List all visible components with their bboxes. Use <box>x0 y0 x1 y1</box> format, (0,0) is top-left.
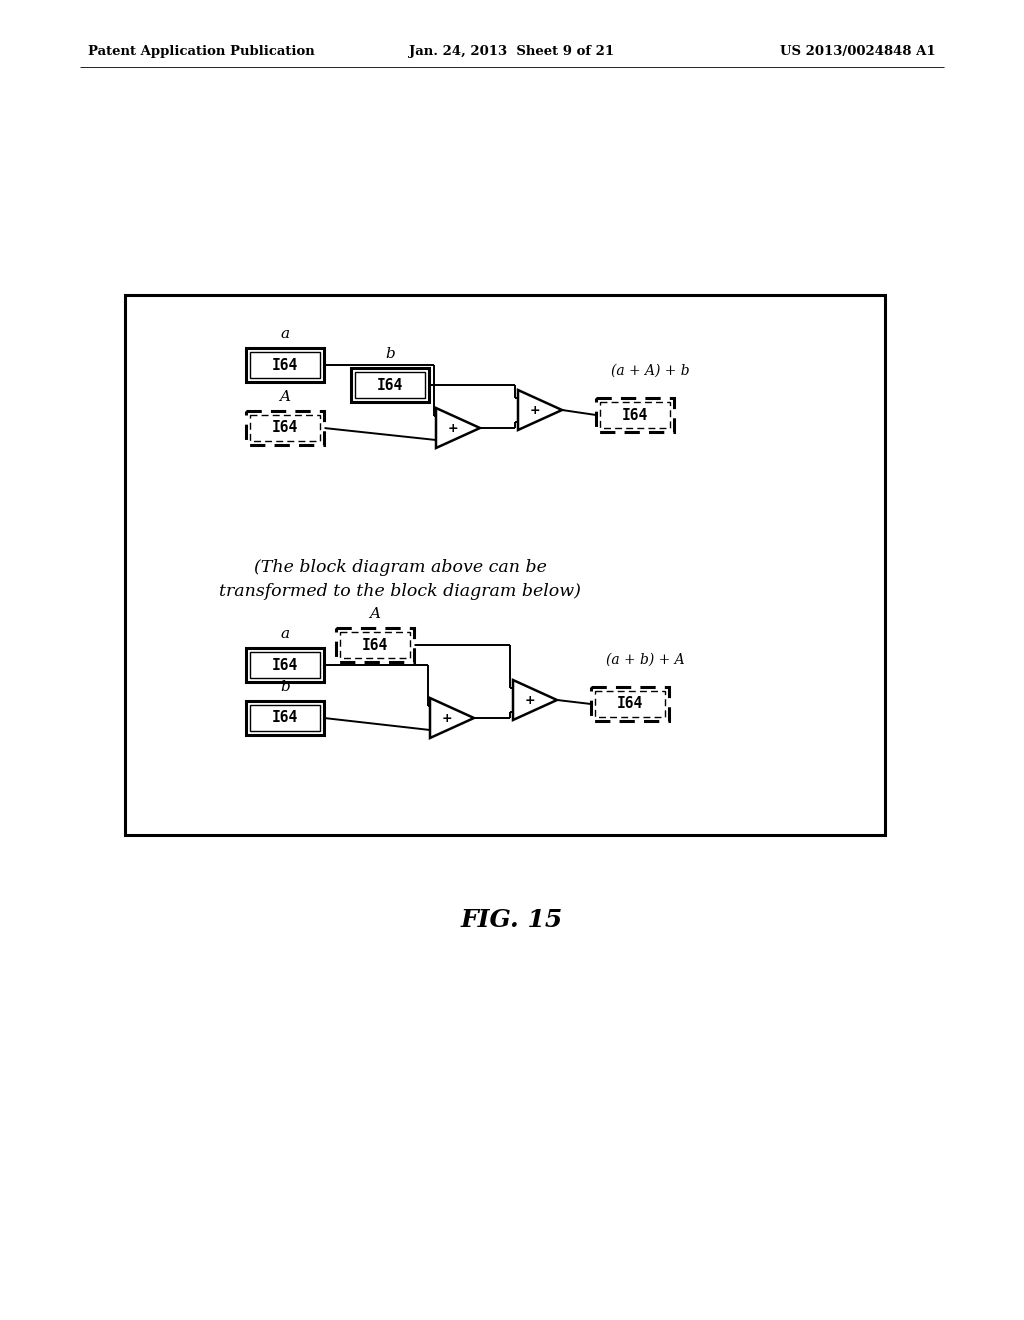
Bar <box>246 411 324 445</box>
Text: +: + <box>441 711 452 725</box>
Bar <box>250 352 319 378</box>
Text: I64: I64 <box>361 638 388 652</box>
Bar <box>246 701 324 735</box>
Text: Patent Application Publication: Patent Application Publication <box>88 45 314 58</box>
Text: I64: I64 <box>616 697 643 711</box>
Text: I64: I64 <box>272 421 298 436</box>
Text: +: + <box>529 404 540 417</box>
Text: a: a <box>281 327 290 341</box>
Bar <box>250 705 319 731</box>
Text: I64: I64 <box>622 408 648 422</box>
Polygon shape <box>518 389 562 430</box>
Text: US 2013/0024848 A1: US 2013/0024848 A1 <box>780 45 936 58</box>
Text: I64: I64 <box>272 657 298 672</box>
Text: +: + <box>447 421 458 434</box>
Bar <box>600 403 670 428</box>
Text: a: a <box>281 627 290 642</box>
Bar <box>250 652 319 678</box>
Bar <box>595 690 665 717</box>
Text: b: b <box>281 680 290 694</box>
Text: I64: I64 <box>377 378 403 392</box>
Text: I64: I64 <box>272 710 298 726</box>
Polygon shape <box>430 698 474 738</box>
Text: +: + <box>524 693 535 706</box>
Polygon shape <box>513 680 557 719</box>
Polygon shape <box>436 408 480 447</box>
Text: (a + A) + b: (a + A) + b <box>610 364 689 378</box>
Text: b: b <box>385 347 395 360</box>
Bar <box>351 368 429 403</box>
Text: (a + b) + A: (a + b) + A <box>605 653 684 667</box>
Bar <box>591 686 669 721</box>
Text: FIG. 15: FIG. 15 <box>461 908 563 932</box>
Bar <box>355 372 425 399</box>
Bar <box>336 628 414 663</box>
Text: A: A <box>370 607 381 620</box>
Bar <box>246 348 324 381</box>
Bar <box>596 399 674 432</box>
Text: A: A <box>280 389 291 404</box>
Text: I64: I64 <box>272 358 298 372</box>
Bar <box>246 648 324 682</box>
Text: Jan. 24, 2013  Sheet 9 of 21: Jan. 24, 2013 Sheet 9 of 21 <box>410 45 614 58</box>
Text: transformed to the block diagram below): transformed to the block diagram below) <box>219 583 581 601</box>
Bar <box>125 294 885 836</box>
Text: (The block diagram above can be: (The block diagram above can be <box>254 558 547 576</box>
Bar <box>250 414 319 441</box>
Bar <box>340 632 410 657</box>
